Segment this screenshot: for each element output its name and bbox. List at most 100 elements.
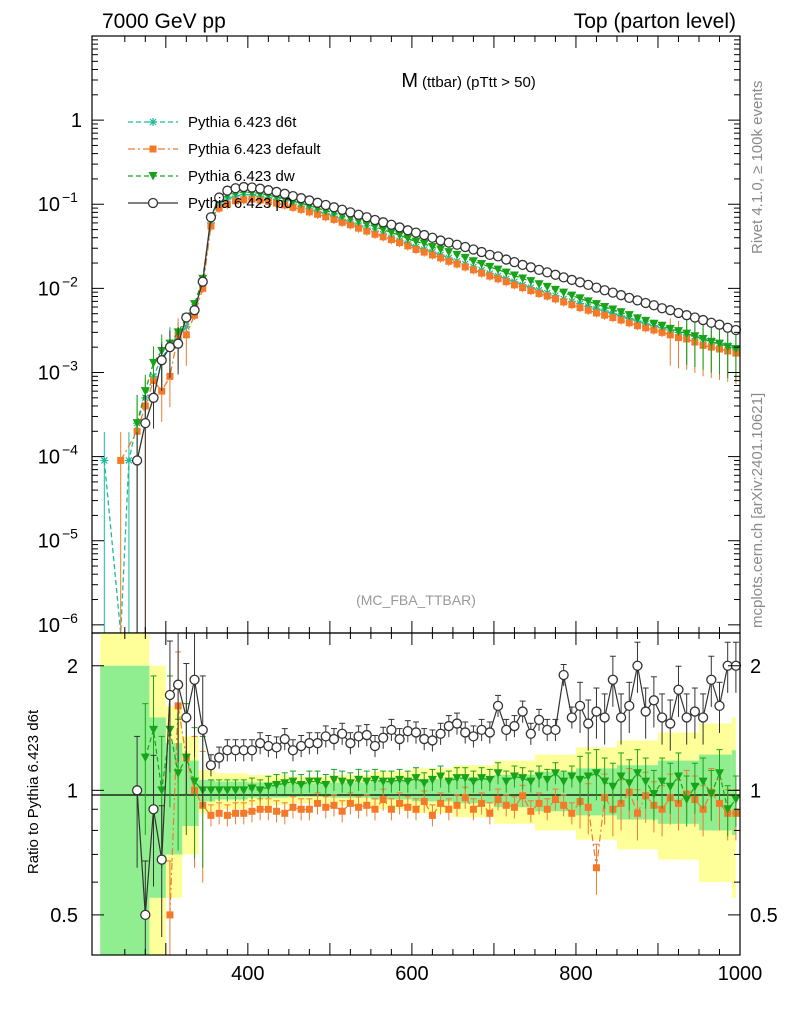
ratio-point (386, 724, 397, 736)
ratio-point (616, 772, 626, 782)
x-tick-label: 1000 (718, 963, 763, 985)
y-tick-exponent: −3 (62, 357, 78, 373)
ratio-point (673, 684, 684, 695)
ratio-point (550, 724, 561, 736)
ratio-point (575, 775, 585, 785)
ratio-point (395, 775, 405, 785)
ratio-point (468, 777, 478, 787)
ratio-point (697, 712, 709, 723)
ratio-point (149, 725, 159, 735)
data-point (387, 236, 395, 244)
data-point (649, 319, 659, 329)
ratio-point (247, 784, 257, 794)
ratio-point (427, 735, 438, 746)
ratio-point (527, 807, 535, 815)
legend-label: Pythia 6.423 dw (188, 168, 295, 185)
ratio-y-tick-label: 2 (67, 656, 78, 678)
ratio-point (305, 805, 313, 813)
ratio-point (477, 774, 487, 783)
ratio-point (255, 786, 265, 795)
ratio-point (452, 774, 462, 783)
ratio-point (478, 799, 486, 807)
ratio-point (640, 706, 651, 717)
legend-marker (149, 145, 157, 153)
ratio-point (353, 731, 364, 742)
data-point (156, 355, 167, 366)
ratio-point (560, 801, 568, 809)
data-point (616, 308, 626, 317)
data-point (469, 266, 477, 274)
ratio-point (510, 803, 518, 811)
legend-marker (148, 172, 158, 181)
y-tick-label: 10 (38, 362, 60, 384)
ratio-point (656, 712, 668, 723)
data-point (240, 196, 248, 204)
ratio-point (378, 777, 388, 787)
main-axis-ticks: 110−110−210−310−410−510−6 (38, 36, 741, 637)
ratio-point (486, 809, 494, 817)
ratio-point (369, 740, 381, 752)
ratio-point (263, 782, 273, 792)
data-point (519, 284, 527, 292)
ratio-point (723, 805, 733, 814)
ratio-point (428, 811, 436, 819)
ratio-line (169, 705, 736, 915)
ratio-point (263, 740, 274, 752)
data-point (617, 316, 625, 324)
data-point (427, 243, 437, 252)
ratio-point (583, 772, 593, 782)
ratio-point (363, 801, 371, 809)
data-point (477, 259, 487, 269)
ratio-point (591, 769, 601, 778)
data-point (281, 201, 289, 209)
ratio-point (608, 782, 618, 792)
ratio-point (197, 724, 208, 736)
ratio-point (394, 733, 405, 745)
data-point (330, 215, 338, 223)
ratio-point (543, 805, 551, 813)
ratio-point (287, 745, 299, 756)
y-tick-exponent: −2 (62, 273, 78, 289)
data-point (215, 204, 223, 212)
ratio-point (673, 772, 683, 782)
ratio-point (346, 799, 354, 807)
ratio-point (410, 727, 422, 738)
ratio-point (535, 799, 543, 807)
ratio-point (657, 777, 667, 787)
data-point (714, 339, 724, 349)
ratio-point (313, 777, 323, 787)
data-point (600, 303, 610, 312)
ratio-point (240, 809, 248, 817)
ratio-point (312, 738, 323, 749)
watermark-label: (MC_FBA_TTBAR) (356, 592, 476, 608)
ratio-point (264, 805, 272, 813)
ratio-point (689, 706, 701, 717)
ratio-point (164, 689, 176, 701)
ratio-point (632, 769, 642, 778)
legend-entry: Pythia 6.423 p0 (128, 195, 292, 212)
ratio-point (699, 805, 707, 813)
ratio-point (558, 669, 569, 681)
ratio-point (551, 796, 559, 804)
ratio-point (296, 781, 306, 790)
data-point (182, 331, 190, 339)
data-point (346, 221, 354, 229)
main-series-layer (100, 181, 742, 634)
ratio-series-layer (131, 632, 742, 955)
ratio-point (273, 807, 281, 815)
data-point (682, 329, 692, 339)
ratio-point (559, 777, 569, 787)
data-point (575, 294, 585, 303)
ratio-point (715, 799, 723, 807)
main-plot-panel: M (ttbar) (pTtt > 50) (MC_FBA_TTBAR) Pyt… (38, 35, 742, 637)
mcplots-label: mcplots.cern.ch [arXiv:2401.10621] (749, 393, 766, 628)
ratio-point (223, 811, 231, 819)
data-point (314, 210, 322, 218)
data-point (633, 322, 641, 330)
data-point (436, 245, 446, 254)
data-point (641, 316, 651, 326)
ratio-point (322, 803, 330, 811)
data-point (371, 230, 379, 238)
ratio-point (172, 679, 184, 690)
plot-title-sub: (ttbar) (pTtt > 50) (422, 74, 536, 91)
